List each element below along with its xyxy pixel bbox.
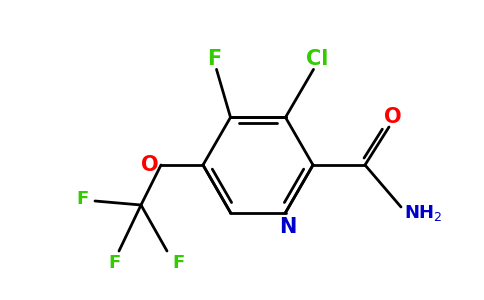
Text: N: N bbox=[279, 217, 296, 237]
Text: NH$_2$: NH$_2$ bbox=[404, 203, 442, 223]
Text: F: F bbox=[173, 254, 185, 272]
Text: F: F bbox=[109, 254, 121, 272]
Text: F: F bbox=[207, 50, 222, 69]
Text: O: O bbox=[384, 107, 402, 127]
Text: Cl: Cl bbox=[306, 50, 329, 69]
Text: O: O bbox=[141, 155, 159, 175]
Text: F: F bbox=[77, 190, 89, 208]
